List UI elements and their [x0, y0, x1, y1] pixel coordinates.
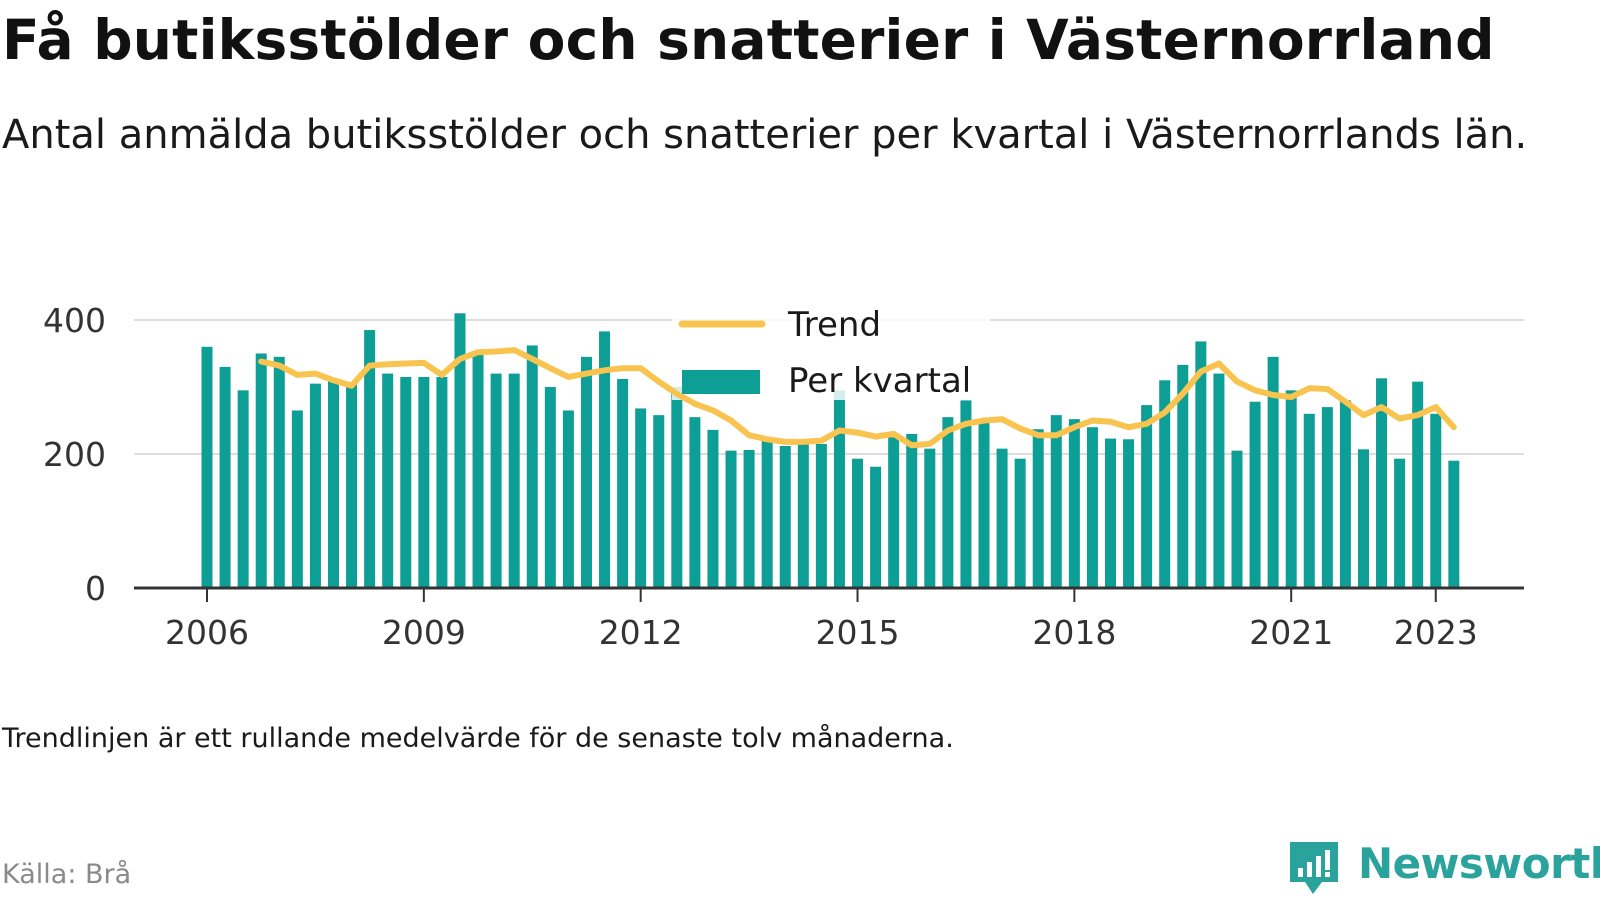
x-tick-label: 2015: [816, 613, 900, 652]
bar: [1213, 373, 1225, 588]
newsworthy-brand[interactable]: Newsworthy: [1286, 838, 1600, 900]
newsworthy-wordmark: Newsworthy: [1358, 839, 1600, 888]
bar: [364, 330, 376, 588]
bar: [888, 435, 900, 588]
x-tick-label: 2012: [599, 613, 683, 652]
bar: [1249, 401, 1261, 588]
bar: [1159, 380, 1171, 588]
bar: [1105, 438, 1116, 588]
bar: [1123, 439, 1135, 588]
legend-bars-swatch: [682, 370, 760, 394]
trend-line: [258, 347, 1457, 449]
bar: [797, 443, 809, 588]
y-tick-label: 200: [43, 435, 106, 474]
bar: [454, 313, 466, 588]
bar: [526, 345, 538, 588]
bar: [237, 390, 249, 588]
bar: [1430, 413, 1442, 588]
bar: [1050, 415, 1062, 588]
bar: [1394, 458, 1406, 588]
bar: [382, 373, 394, 588]
bar: [617, 378, 629, 588]
bar: [580, 356, 592, 588]
chart-title: Få butiksstölder och snatterier i Väster…: [2, 8, 1495, 72]
bar: [852, 458, 864, 588]
bar: [219, 366, 231, 588]
bar: [924, 448, 936, 588]
legend-trend-label: Trend: [787, 305, 881, 345]
bar: [273, 356, 285, 588]
trend-series: [258, 347, 1457, 449]
bar: [1141, 405, 1153, 588]
bar: [1068, 419, 1080, 588]
bar: [436, 376, 448, 588]
bar: [309, 383, 321, 588]
bar: [671, 387, 683, 588]
bar: [1267, 356, 1279, 588]
bar: [508, 373, 520, 588]
bar: [833, 390, 845, 588]
bar: [996, 448, 1008, 588]
bar: [1412, 381, 1424, 588]
x-tick-label: 2023: [1394, 613, 1478, 652]
bar: [1339, 400, 1351, 588]
bar: [761, 439, 773, 588]
bar: [201, 346, 213, 588]
bar: [1285, 390, 1297, 588]
bar: [960, 400, 972, 588]
y-tick-label: 400: [43, 301, 106, 340]
chart: 0 200 400 2006 2009 2012 2015 2018 2021 2023 Tre…: [43, 301, 1524, 652]
bar: [599, 331, 611, 588]
bar: [707, 429, 719, 588]
bar: [291, 410, 303, 588]
bar: [327, 380, 339, 588]
bar: [743, 449, 755, 588]
bar: [346, 383, 358, 588]
y-tick-label: 0: [85, 569, 106, 608]
x-tick-label: 2018: [1032, 613, 1116, 652]
bar: [1086, 427, 1098, 588]
bar: [942, 417, 954, 588]
x-tick-label: 2006: [165, 613, 249, 652]
bar: [1014, 458, 1026, 588]
bar: [689, 417, 701, 588]
bar: [490, 373, 502, 588]
bar: [635, 408, 647, 588]
x-axis: 2006 2009 2012 2015 2018 2021 2023: [134, 586, 1524, 652]
bar: [255, 353, 267, 588]
bars-per-kvartal: [201, 313, 1460, 588]
x-tick-label: 2009: [382, 613, 466, 652]
bar: [815, 443, 827, 588]
bar: [1177, 364, 1189, 588]
newsworthy-logo-icon: [1290, 842, 1338, 894]
bar: [1357, 449, 1369, 588]
y-axis-labels: 0 200 400: [43, 301, 106, 608]
bar: [1195, 341, 1207, 588]
bar: [779, 445, 791, 588]
bar: [400, 376, 412, 588]
bar: [870, 466, 882, 588]
bar: [418, 376, 430, 588]
bar: [906, 433, 918, 588]
bar: [653, 415, 665, 588]
bar: [1032, 429, 1044, 588]
bar: [1448, 460, 1460, 588]
chart-subtitle: Antal anmälda butiksstölder och snatteri…: [2, 112, 1528, 158]
bar: [1321, 407, 1333, 588]
legend-bars-label: Per kvartal: [788, 361, 971, 401]
bar: [978, 420, 990, 588]
bar: [1376, 378, 1388, 588]
bar: [544, 387, 556, 588]
x-tick-label: 2021: [1249, 613, 1333, 652]
bar: [1303, 413, 1315, 588]
legend-items: Trend Per kvartal: [678, 305, 971, 401]
chart-note: Trendlinjen är ett rullande medelvärde f…: [2, 723, 954, 754]
bar: [1231, 450, 1243, 588]
source-label: Källa: Brå: [2, 859, 132, 890]
bar: [562, 410, 574, 588]
bar: [472, 353, 484, 588]
bar: [725, 450, 737, 588]
